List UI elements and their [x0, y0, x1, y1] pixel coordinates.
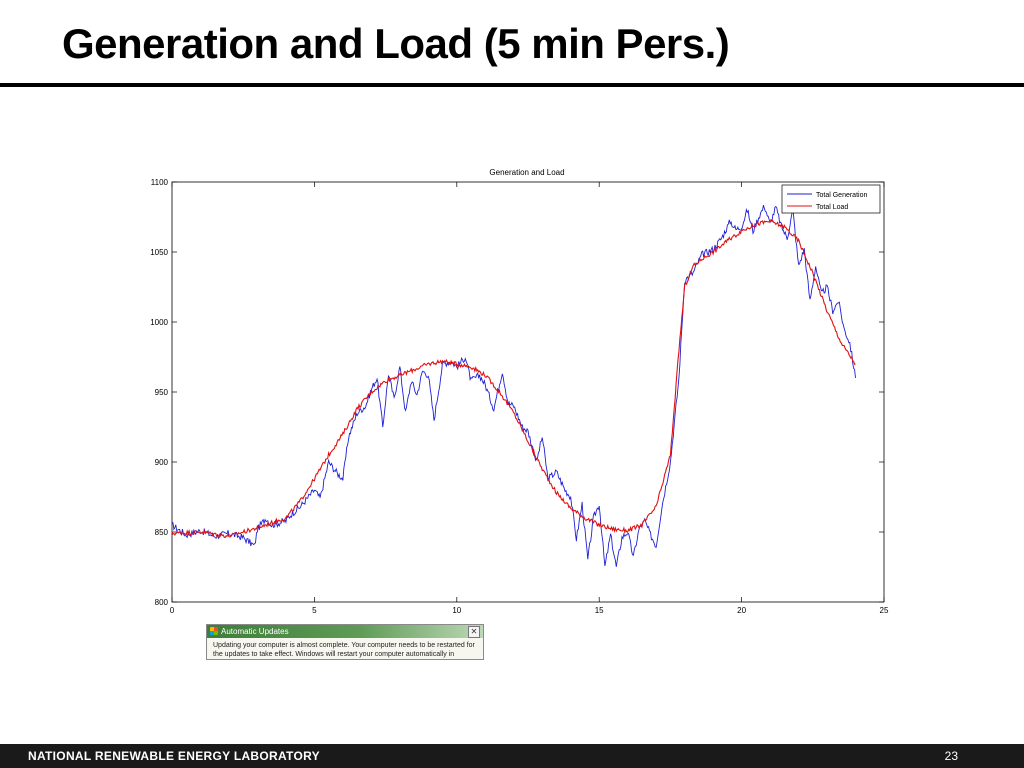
page-number: 23 — [944, 749, 958, 763]
title-divider — [0, 83, 1024, 87]
slide-title: Generation and Load (5 min Pers.) — [62, 20, 730, 67]
x-tick-label: 10 — [452, 606, 461, 615]
x-tick-label: 25 — [880, 606, 889, 615]
y-tick-label: 1100 — [151, 178, 169, 187]
x-tick-label: 20 — [737, 606, 746, 615]
close-icon[interactable]: ✕ — [468, 626, 480, 638]
footer-bar: NATIONAL RENEWABLE ENERGY LABORATORY 23 — [0, 744, 1024, 768]
y-tick-label: 950 — [155, 388, 169, 397]
y-tick-label: 900 — [155, 458, 169, 467]
y-tick-label: 800 — [155, 598, 169, 607]
windows-update-icon — [210, 627, 218, 635]
y-tick-label: 850 — [155, 528, 169, 537]
series-line-total-load — [171, 218, 856, 539]
y-tick-label: 1000 — [150, 318, 168, 327]
chart-title: Generation and Load — [489, 168, 564, 177]
footer-organization: NATIONAL RENEWABLE ENERGY LABORATORY — [28, 749, 320, 763]
y-tick-label: 1050 — [150, 248, 168, 257]
x-tick-label: 15 — [595, 606, 604, 615]
x-tick-label: 5 — [312, 606, 317, 615]
popup-titlebar: Automatic Updates ✕ — [207, 625, 483, 638]
plot-area — [171, 181, 885, 603]
legend-label-total-generation: Total Generation — [816, 192, 867, 199]
popup-title: Automatic Updates — [221, 627, 289, 636]
chart-legend: Total Generation Total Load — [781, 184, 881, 214]
automatic-updates-popup[interactable]: Automatic Updates ✕ Updating your comput… — [206, 624, 484, 660]
x-tick-label: 0 — [170, 606, 175, 615]
legend-label-total-load: Total Load — [816, 204, 848, 211]
popup-message: Updating your computer is almost complet… — [213, 642, 475, 658]
generation-load-chart: Generation and Load 0 5 10 15 20 25 800 850 900 9… — [140, 160, 900, 620]
